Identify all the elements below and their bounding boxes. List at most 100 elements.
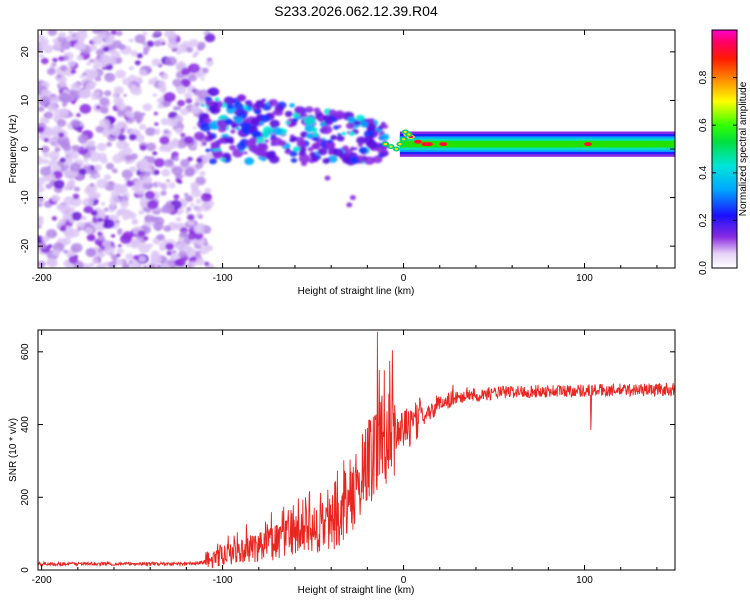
noise-blob — [156, 97, 164, 104]
noise-blob — [76, 113, 81, 118]
noise-blob — [102, 46, 110, 52]
noise-blob — [91, 211, 95, 216]
noise-blob — [70, 196, 82, 207]
noise-blob — [42, 44, 54, 54]
noise-blob — [198, 215, 203, 219]
noise-blob — [38, 185, 45, 193]
noise-blob — [137, 230, 146, 237]
noise-blob — [200, 192, 212, 202]
noise-blob — [101, 129, 111, 137]
transition-blob — [377, 125, 384, 130]
noise-blob — [205, 59, 214, 67]
noise-blob — [157, 234, 165, 241]
noise-blob — [75, 30, 88, 41]
noise-blob — [61, 102, 68, 107]
transition-blob — [349, 156, 360, 164]
noise-blob — [47, 30, 57, 36]
onset-core — [402, 138, 406, 141]
noise-blob — [181, 67, 191, 76]
noise-blob — [42, 152, 50, 158]
noise-blob — [48, 95, 60, 105]
transition-blob — [342, 145, 349, 151]
noise-blob — [40, 57, 49, 65]
noise-blob — [93, 246, 99, 251]
noise-blob — [112, 93, 118, 98]
noise-blob — [156, 181, 162, 186]
noise-blob — [50, 174, 56, 179]
noise-blob — [38, 217, 44, 226]
noise-blob — [82, 145, 88, 149]
noise-blob — [135, 76, 143, 83]
transition-blob — [235, 126, 241, 131]
noise-blob — [190, 203, 195, 207]
noise-blob — [70, 119, 81, 128]
noise-blob — [72, 193, 80, 200]
noise-blob — [194, 131, 205, 141]
transition-blob — [302, 113, 308, 118]
transition-blob — [350, 146, 355, 151]
noise-blob — [190, 181, 200, 190]
noise-blob — [134, 185, 146, 195]
colorbar-tick-label: 0.8 — [698, 70, 709, 84]
noise-blob — [138, 69, 147, 76]
isolated-blob — [346, 202, 353, 208]
noise-blob — [98, 265, 103, 268]
noise-blob — [187, 221, 192, 226]
transition-blob — [261, 157, 267, 162]
transition-blob — [290, 157, 298, 163]
noise-blob — [180, 132, 186, 138]
noise-blob — [188, 256, 197, 264]
noise-blob — [123, 93, 127, 97]
noise-blob — [94, 164, 102, 171]
noise-blob — [69, 219, 74, 224]
transition-blob — [366, 140, 378, 149]
noise-blob — [185, 98, 193, 104]
transition-blob — [257, 142, 264, 148]
noise-blob — [173, 194, 180, 200]
transition-blob — [298, 154, 311, 164]
noise-blob — [197, 41, 206, 50]
noise-blob — [151, 58, 161, 67]
noise-blob — [109, 208, 115, 213]
transition-blob — [200, 103, 205, 107]
noise-blob — [144, 156, 149, 160]
x-tick-label: 0 — [401, 575, 407, 586]
noise-blob — [128, 38, 134, 43]
noise-blob — [146, 40, 155, 47]
colorbar-tick-label: 0.6 — [698, 118, 709, 132]
transition-blob — [327, 139, 333, 144]
y-tick-label: 200 — [20, 488, 31, 505]
noise-blob — [187, 232, 196, 241]
transition-blob — [360, 121, 368, 128]
noise-blob — [97, 231, 102, 236]
noise-blob — [69, 162, 81, 172]
noise-blob — [154, 122, 159, 126]
noise-blob — [177, 43, 189, 53]
noise-blob — [60, 41, 72, 50]
noise-blob — [110, 50, 121, 59]
noise-blob — [83, 205, 94, 214]
transition-blob — [260, 114, 271, 123]
noise-blob — [126, 243, 131, 248]
noise-blob — [108, 216, 114, 220]
noise-blob — [165, 56, 177, 66]
noise-blob — [59, 157, 66, 163]
noise-blob — [41, 145, 50, 153]
noise-blob — [51, 216, 58, 221]
noise-blob — [115, 30, 123, 37]
noise-blob — [204, 187, 212, 194]
transition-blob — [289, 138, 294, 143]
noise-blob — [92, 63, 100, 70]
noise-blob — [172, 78, 182, 87]
noise-blob — [177, 99, 186, 107]
noise-blob — [178, 61, 185, 66]
spectrogram-y-axis-label: Frequency (Hz) — [8, 115, 19, 184]
noise-blob — [204, 33, 216, 43]
noise-blob — [199, 170, 206, 177]
noise-blob — [56, 74, 62, 79]
y-tick-label: -20 — [20, 238, 31, 253]
noise-blob — [163, 145, 173, 153]
noise-blob — [178, 250, 187, 258]
transition-blob — [382, 124, 389, 129]
noise-blob — [100, 157, 108, 164]
